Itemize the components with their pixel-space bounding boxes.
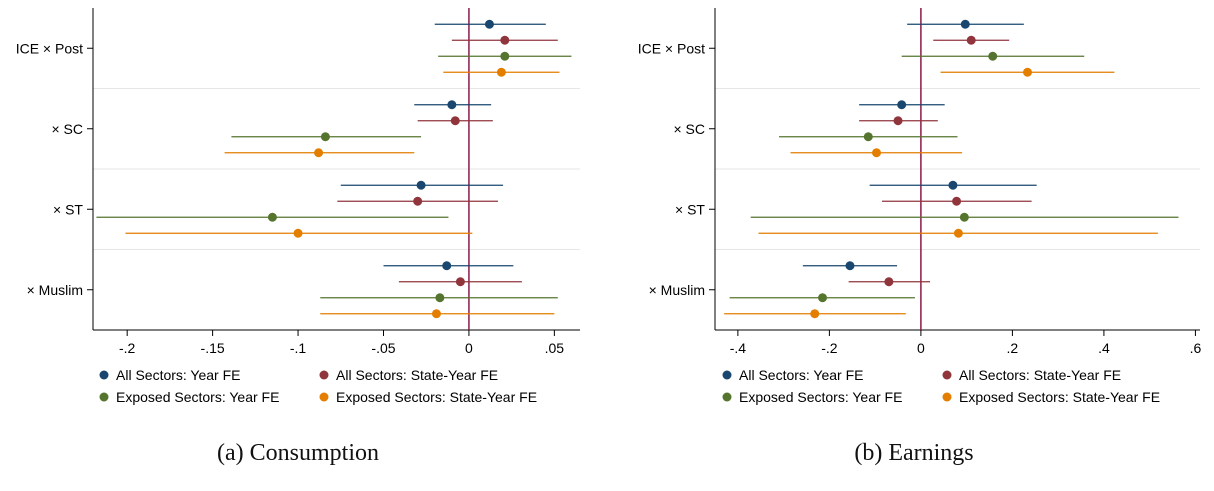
- point-estimate: [810, 309, 820, 319]
- legend-marker: [722, 370, 732, 380]
- x-tick-label: .05: [545, 340, 565, 356]
- point-estimate: [413, 196, 423, 206]
- y-tick-label: ICE × Post: [16, 40, 83, 56]
- point-estimate: [455, 277, 465, 287]
- caption-a: (a) Consumption: [217, 440, 379, 466]
- legend-label: All Sectors: Year FE: [739, 367, 864, 383]
- point-estimate: [293, 228, 303, 238]
- x-tick-label: -.2: [119, 340, 136, 356]
- legend-label: Exposed Sectors: State-Year FE: [959, 389, 1160, 405]
- x-tick-label: -.05: [371, 340, 395, 356]
- point-estimate: [435, 293, 445, 303]
- x-tick-label: 0: [465, 340, 473, 356]
- legend-marker: [942, 370, 952, 380]
- legend-label: Exposed Sectors: State-Year FE: [336, 389, 537, 405]
- point-estimate: [818, 293, 828, 303]
- point-estimate: [431, 309, 441, 319]
- point-estimate: [442, 261, 452, 271]
- point-estimate: [484, 19, 494, 29]
- y-tick-label: × Muslim: [649, 282, 705, 298]
- legend-marker: [942, 392, 952, 402]
- point-estimate: [416, 180, 426, 190]
- legend-marker: [319, 392, 329, 402]
- point-estimate: [893, 116, 903, 126]
- panel-0: -.2 -.15 -.1 -.05 0 .05 ICE × Post × SC × ST × Mu…: [16, 8, 580, 405]
- y-tick-label: × SC: [51, 121, 83, 137]
- point-estimate: [897, 100, 907, 110]
- point-estimate: [988, 51, 998, 61]
- legend-label: All Sectors: Year FE: [116, 367, 241, 383]
- point-estimate: [948, 180, 958, 190]
- legend-label: Exposed Sectors: Year FE: [116, 389, 279, 405]
- legend-label: Exposed Sectors: Year FE: [739, 389, 902, 405]
- legend-label: All Sectors: State-Year FE: [336, 367, 498, 383]
- point-estimate: [845, 261, 855, 271]
- x-tick-label: 0: [917, 340, 925, 356]
- x-tick-label: -.15: [201, 340, 225, 356]
- x-tick-label: -.2: [821, 340, 838, 356]
- point-estimate: [450, 116, 460, 126]
- legend-marker: [99, 392, 109, 402]
- legend-marker: [319, 370, 329, 380]
- point-estimate: [496, 67, 506, 77]
- x-tick-label: -.4: [730, 340, 747, 356]
- x-tick-label: .6: [1190, 340, 1202, 356]
- point-estimate: [447, 100, 457, 110]
- point-estimate: [320, 132, 330, 142]
- y-tick-label: × ST: [675, 201, 705, 217]
- point-estimate: [500, 51, 510, 61]
- x-tick-label: .2: [1007, 340, 1019, 356]
- point-estimate: [953, 228, 963, 238]
- legend-label: All Sectors: State-Year FE: [959, 367, 1121, 383]
- point-estimate: [500, 35, 510, 45]
- y-tick-label: × ST: [53, 201, 83, 217]
- legend: All Sectors: Year FE All Sectors: State-Y…: [99, 367, 537, 405]
- point-estimate: [960, 19, 970, 29]
- point-estimate: [267, 212, 277, 222]
- point-estimate: [1023, 67, 1033, 77]
- caption-b: (b) Earnings: [854, 440, 974, 466]
- panel-1: -.4 -.2 0 .2 .4 .6 ICE × Post × SC × ST × Muslim A…: [638, 8, 1202, 405]
- legend-marker: [99, 370, 109, 380]
- y-tick-label: ICE × Post: [638, 40, 705, 56]
- x-tick-label: .4: [1098, 340, 1110, 356]
- point-estimate: [314, 148, 324, 158]
- point-estimate: [884, 277, 894, 287]
- x-tick-label: -.1: [290, 340, 307, 356]
- point-estimate: [952, 196, 962, 206]
- point-estimate: [863, 132, 873, 142]
- point-estimate: [959, 212, 969, 222]
- legend: All Sectors: Year FE All Sectors: State-Y…: [722, 367, 1160, 405]
- y-tick-label: × SC: [673, 121, 705, 137]
- point-estimate: [872, 148, 882, 158]
- point-estimate: [966, 35, 976, 45]
- y-tick-label: × Muslim: [27, 282, 83, 298]
- legend-marker: [722, 392, 732, 402]
